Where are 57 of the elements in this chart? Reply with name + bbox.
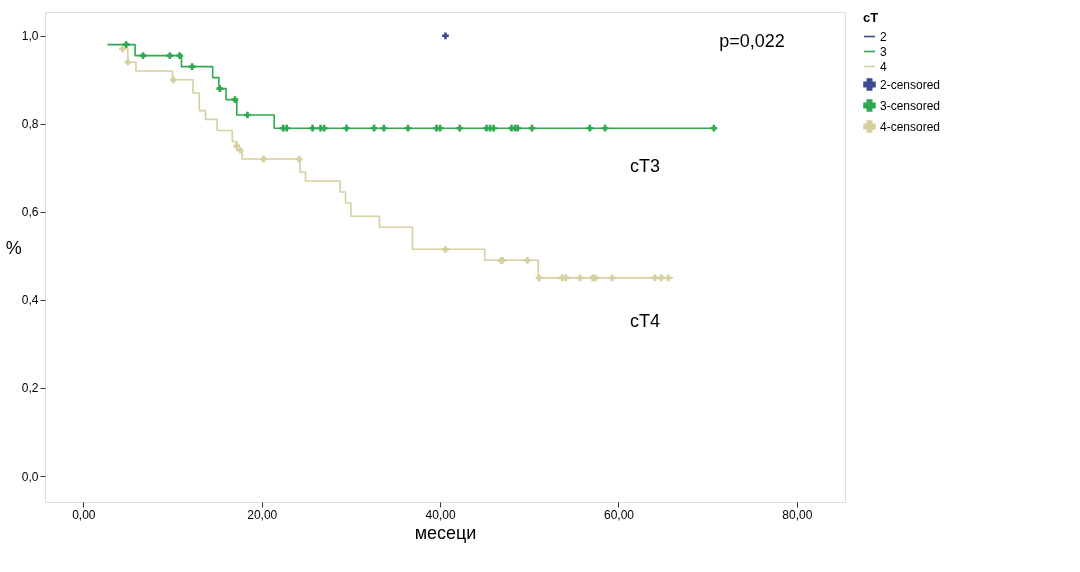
point (283, 124, 291, 132)
point (309, 124, 316, 132)
point (216, 85, 224, 92)
annotation: cT4 (629, 311, 661, 331)
point (608, 274, 616, 282)
point (528, 124, 536, 132)
point (404, 124, 412, 132)
point (380, 124, 388, 132)
point (170, 76, 177, 84)
legend-label: 4 (880, 59, 887, 74)
point (122, 41, 130, 48)
x-tick-label: 40,00 (425, 507, 456, 522)
point (166, 52, 174, 59)
point (176, 52, 184, 59)
point (657, 274, 665, 282)
point (119, 45, 126, 53)
y-tick-label: 0,4 (21, 293, 39, 308)
annotation: p=0,022 (719, 31, 785, 51)
point (244, 111, 251, 119)
point (456, 124, 464, 132)
x-tick-label: 20,00 (247, 507, 278, 522)
point (295, 155, 303, 163)
point (236, 146, 244, 154)
y-axis-title: % (5, 237, 22, 258)
point (139, 52, 147, 59)
point (586, 124, 594, 132)
x-axis-title: месеци (414, 522, 477, 543)
y-tick-label: 1,0 (21, 29, 39, 44)
point (710, 124, 718, 132)
point (442, 32, 449, 40)
point (665, 274, 672, 282)
x-tick-label: 60,00 (603, 507, 635, 522)
point (442, 245, 449, 253)
point (524, 256, 531, 264)
legend-label: 3 (880, 44, 887, 59)
legend-title: cT (863, 10, 879, 25)
point (231, 96, 239, 103)
legend-label: 2 (880, 29, 887, 44)
point (490, 124, 497, 132)
point (601, 124, 609, 132)
point (233, 142, 241, 150)
x-tick-label: 80,00 (782, 507, 813, 522)
point (370, 124, 378, 132)
y-tick-label: 0,6 (21, 205, 39, 220)
annotation: cT3 (629, 156, 661, 176)
point (343, 124, 350, 132)
y-tick-label: 0,0 (21, 469, 39, 484)
point (188, 63, 196, 70)
point (124, 58, 132, 66)
y-tick-label: 0,2 (21, 381, 39, 396)
point (260, 155, 267, 163)
y-tick-label: 0,8 (21, 117, 39, 132)
legend-label: 3-censored (880, 98, 941, 113)
x-tick-label: 0,00 (72, 507, 96, 522)
legend-label: 4-censored (880, 119, 941, 134)
point (436, 124, 444, 132)
legend-label: 2-censored (880, 77, 941, 92)
